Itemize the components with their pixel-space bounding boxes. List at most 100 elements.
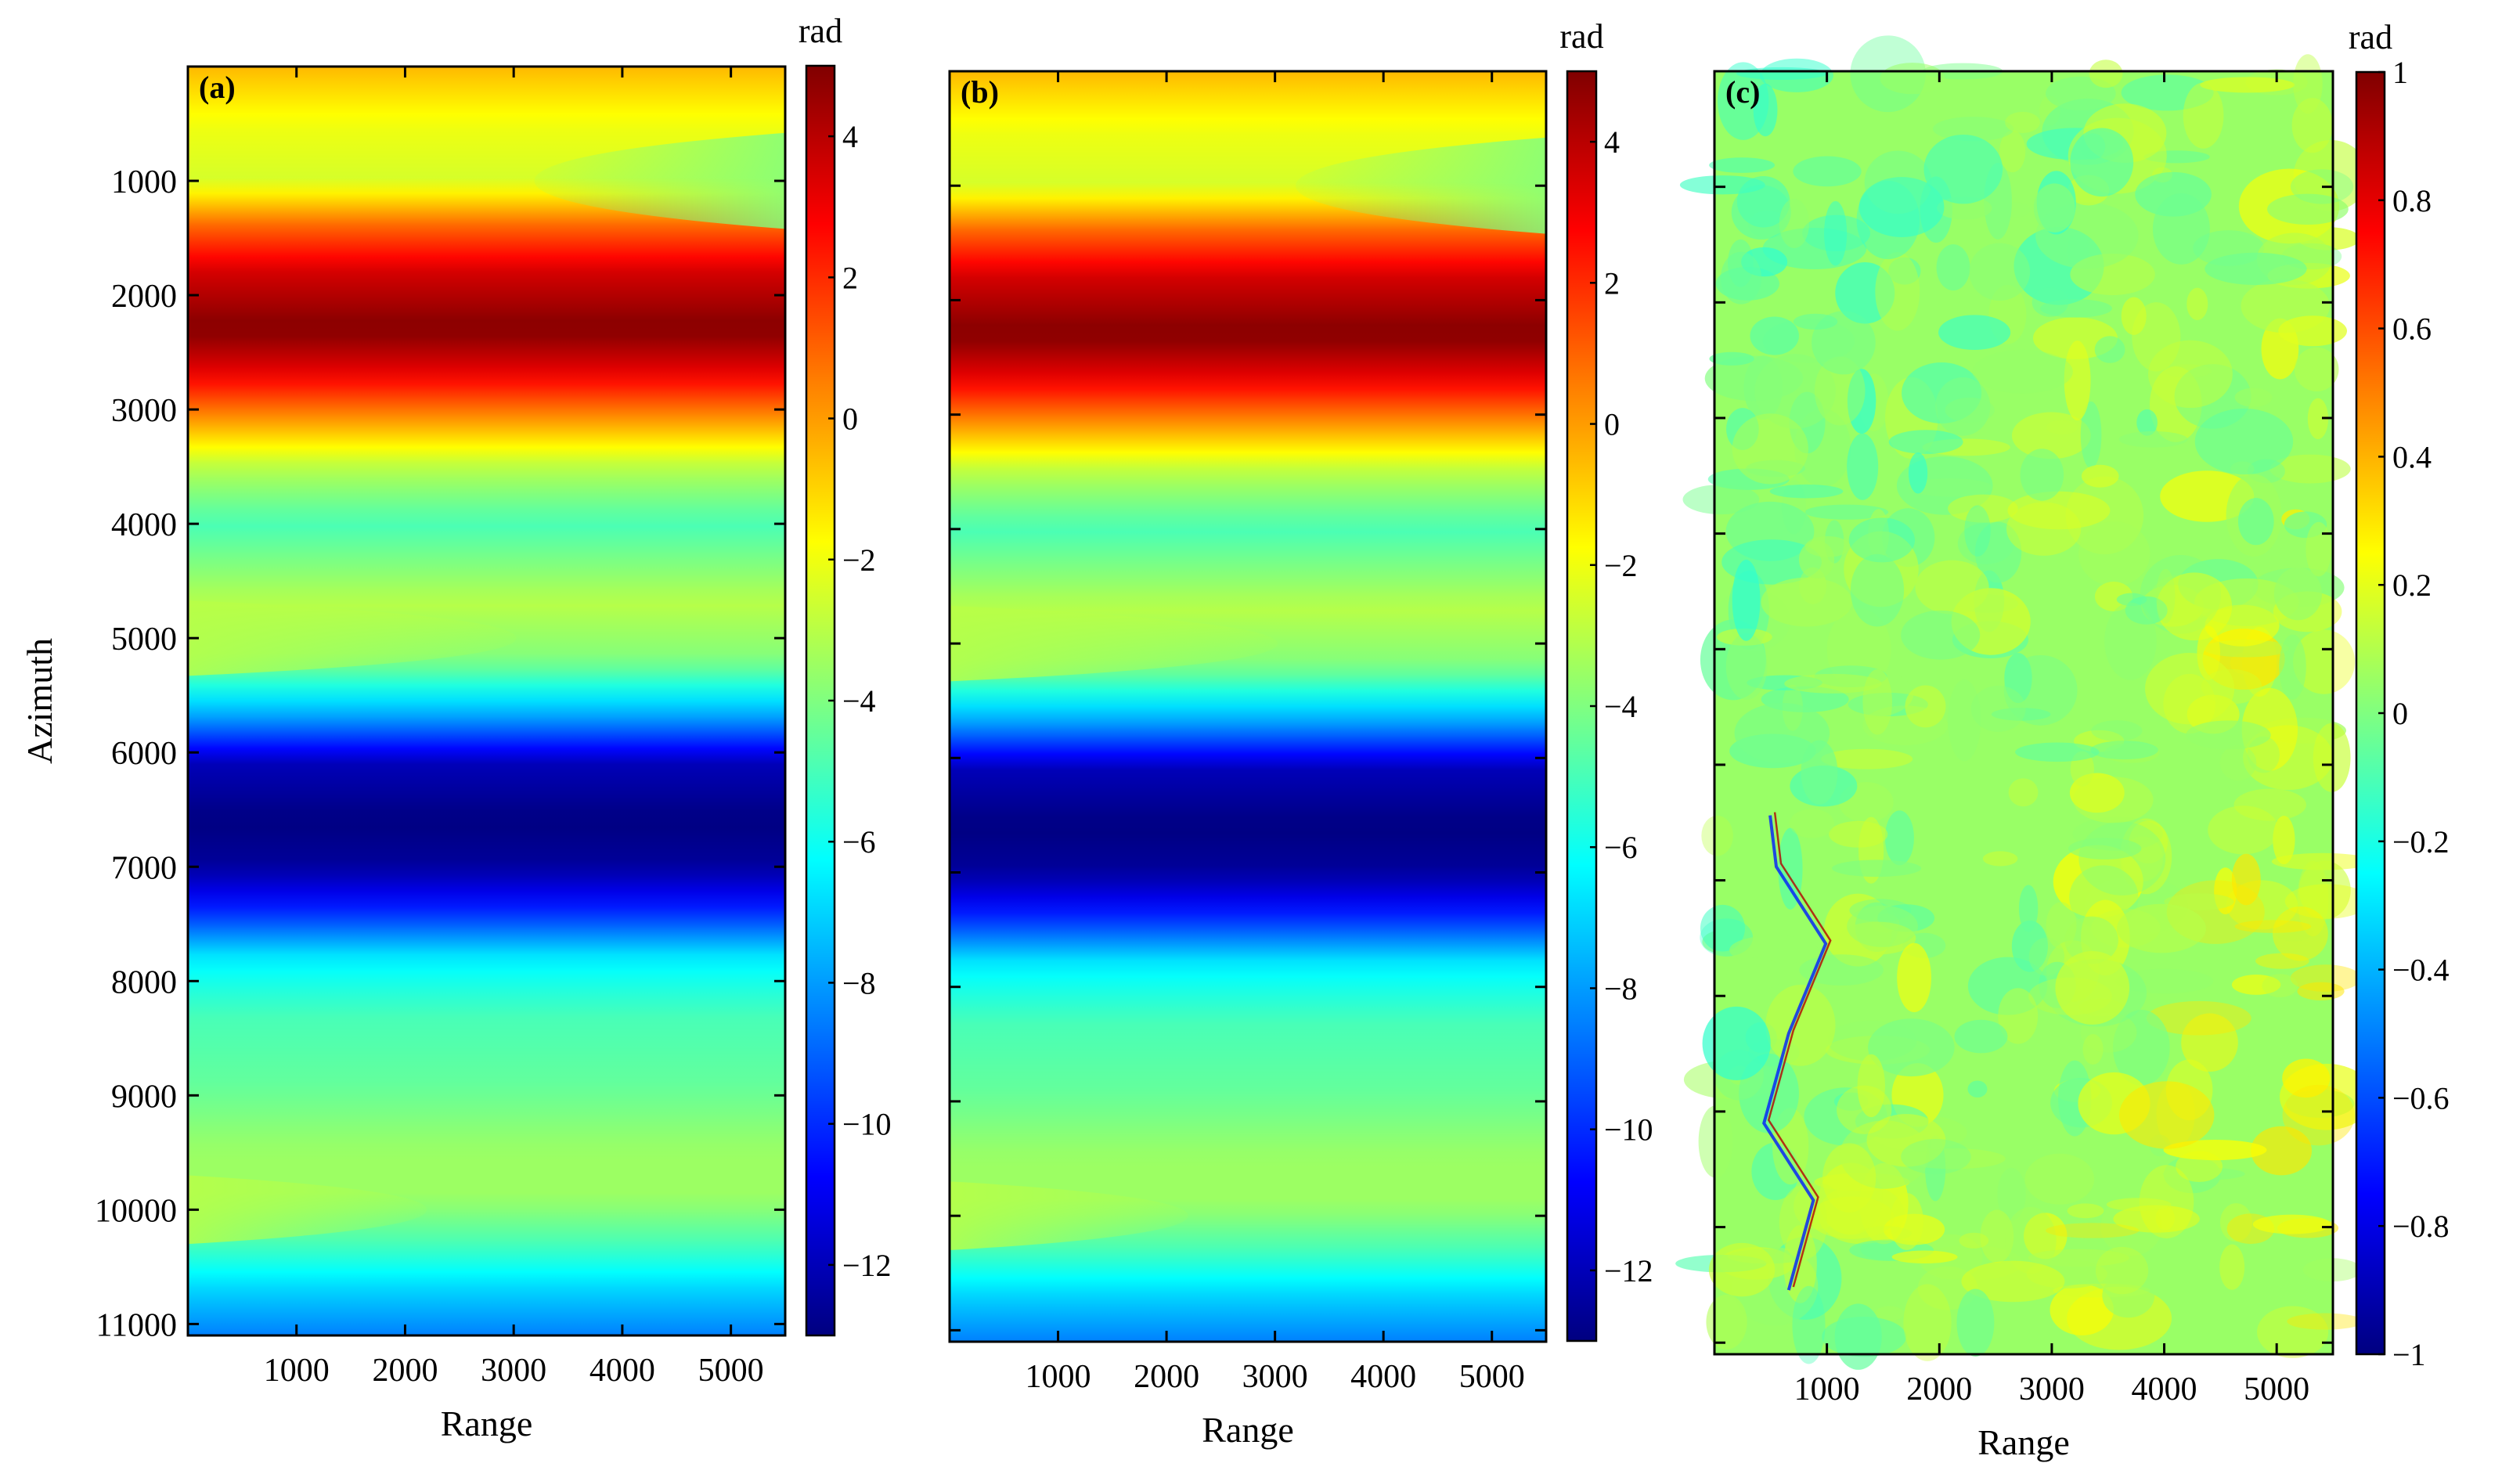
noise-blob xyxy=(1850,553,1905,627)
noise-blob xyxy=(2156,572,2233,641)
colorbar-label: rad xyxy=(799,12,842,50)
noise-blob xyxy=(1945,397,1995,423)
noise-blob xyxy=(2046,420,2078,435)
noise-blob xyxy=(1804,535,1851,557)
noise-blob xyxy=(1948,679,1981,762)
x-tick-label: 4000 xyxy=(589,1353,655,1389)
plot-frame xyxy=(948,70,1548,1343)
colorbar-tick-label: −0.2 xyxy=(2392,824,2450,860)
noise-blob xyxy=(2234,920,2312,933)
heatmap-image xyxy=(950,71,1546,1342)
noise-blob xyxy=(1782,480,1807,535)
noise-blob xyxy=(1793,156,1862,187)
noise-blob xyxy=(2003,654,2078,726)
noise-blob xyxy=(1891,1250,1958,1264)
noise-blob xyxy=(2233,788,2306,821)
noise-blob xyxy=(2163,364,2212,378)
noise-blob xyxy=(2203,640,2289,658)
noise-blob xyxy=(1731,185,1791,240)
noise-blob xyxy=(1999,130,2026,173)
noise-blob xyxy=(1832,860,1922,878)
noise-blob xyxy=(2278,315,2348,347)
noise-blob xyxy=(2024,1153,2095,1205)
noise-blob xyxy=(2162,1167,2245,1180)
noise-blob xyxy=(1901,610,1981,660)
noise-blob xyxy=(2119,1081,2215,1149)
x-tick-label: 1000 xyxy=(264,1353,330,1389)
noise-blob xyxy=(1708,1242,1776,1297)
colorbar-tick-label: −6 xyxy=(842,824,876,860)
noise-blob xyxy=(2118,431,2188,448)
noise-blob xyxy=(2112,1009,2170,1086)
noise-blob xyxy=(2279,634,2306,700)
colorbar-tick-label: 0.6 xyxy=(2392,312,2432,347)
noise-blob xyxy=(1789,809,1834,838)
noise-blob xyxy=(1932,117,2014,142)
noise-blob xyxy=(2113,1205,2200,1233)
colorbar-tick-label: 2 xyxy=(1604,265,1620,301)
noise-blob xyxy=(1874,1306,1904,1321)
noise-blob xyxy=(2007,491,2111,530)
noise-blob xyxy=(2237,1075,2279,1108)
noise-blob xyxy=(1847,433,1879,500)
noise-blob xyxy=(2231,974,2281,995)
noise-blob xyxy=(2136,409,2158,436)
noise-blob xyxy=(1761,577,1852,627)
noise-blob xyxy=(2183,82,2224,149)
noise-blob xyxy=(2146,1000,2251,1036)
noise-blob xyxy=(2282,1058,2331,1098)
noise-blob xyxy=(1698,1105,1733,1178)
noise-blob xyxy=(1915,560,1989,614)
noise-blob xyxy=(2091,720,2143,741)
noise-blob xyxy=(1706,1294,1747,1350)
noise-blob xyxy=(1725,501,1815,561)
x-tick-label: 3000 xyxy=(2019,1371,2085,1407)
noise-blob xyxy=(1897,942,1932,1013)
x-tick-label: 3000 xyxy=(1242,1359,1308,1395)
panel-a: (a) 1000 2000 3000 4000 5000 1000 2000 3000 4000 5… xyxy=(20,12,892,1443)
noise-blob xyxy=(1847,369,1876,434)
noise-blob xyxy=(2104,602,2157,680)
noise-blob xyxy=(1794,408,1851,488)
noise-blob xyxy=(2231,853,2261,906)
heatmap-lobe xyxy=(950,1181,1188,1251)
noise-blob xyxy=(2187,287,2208,320)
noise-blob xyxy=(2234,387,2273,407)
panel-label: (c) xyxy=(1725,74,1760,110)
noise-blob xyxy=(1998,988,2039,1044)
noise-blob xyxy=(2078,821,2166,896)
noise-blob xyxy=(1875,252,1920,331)
y-tick-label: 10000 xyxy=(95,1193,177,1229)
noise-blob xyxy=(2257,1306,2329,1358)
noise-blob xyxy=(1753,83,1778,137)
noise-blob xyxy=(2073,777,2154,823)
y-tick-label: 4000 xyxy=(111,507,177,543)
noise-blob xyxy=(2186,720,2271,750)
x-tick-label: 2000 xyxy=(1906,1371,1972,1407)
noise-blob xyxy=(2026,1260,2107,1289)
y-tick-label: 5000 xyxy=(111,622,177,658)
noise-blob xyxy=(2269,454,2351,484)
colorbar-tick-label: −0.4 xyxy=(2392,953,2450,988)
colorbar-tick-label: −10 xyxy=(1604,1112,1653,1148)
noise-blob xyxy=(1725,632,1768,700)
noise-blob xyxy=(2293,54,2323,114)
x-tick-label: 1000 xyxy=(1026,1359,1091,1395)
river-streak xyxy=(1762,815,1828,1291)
noise-blob xyxy=(2298,860,2351,920)
noise-blob xyxy=(1868,1018,1955,1077)
noise-blob xyxy=(1880,63,1945,95)
noise-blob xyxy=(2230,461,2255,477)
colorbar-tick-label: −6 xyxy=(1604,830,1638,865)
panel-c: (c) 1000 2000 3000 4000 5000 Range 1 0.8 0.6 0.4 0.… xyxy=(1675,18,2450,1462)
noise-blob xyxy=(1923,134,2003,204)
noise-blob xyxy=(2219,745,2257,781)
noise-blob xyxy=(2089,59,2123,88)
noise-blob xyxy=(2152,193,2210,265)
noise-blob xyxy=(2251,1126,2313,1176)
noise-blob xyxy=(1732,560,1761,641)
noise-blob xyxy=(2115,968,2214,994)
x-tick-label: 4000 xyxy=(1350,1359,1416,1395)
noise-blob xyxy=(1956,1288,1995,1357)
noise-blob xyxy=(1901,1139,1971,1175)
